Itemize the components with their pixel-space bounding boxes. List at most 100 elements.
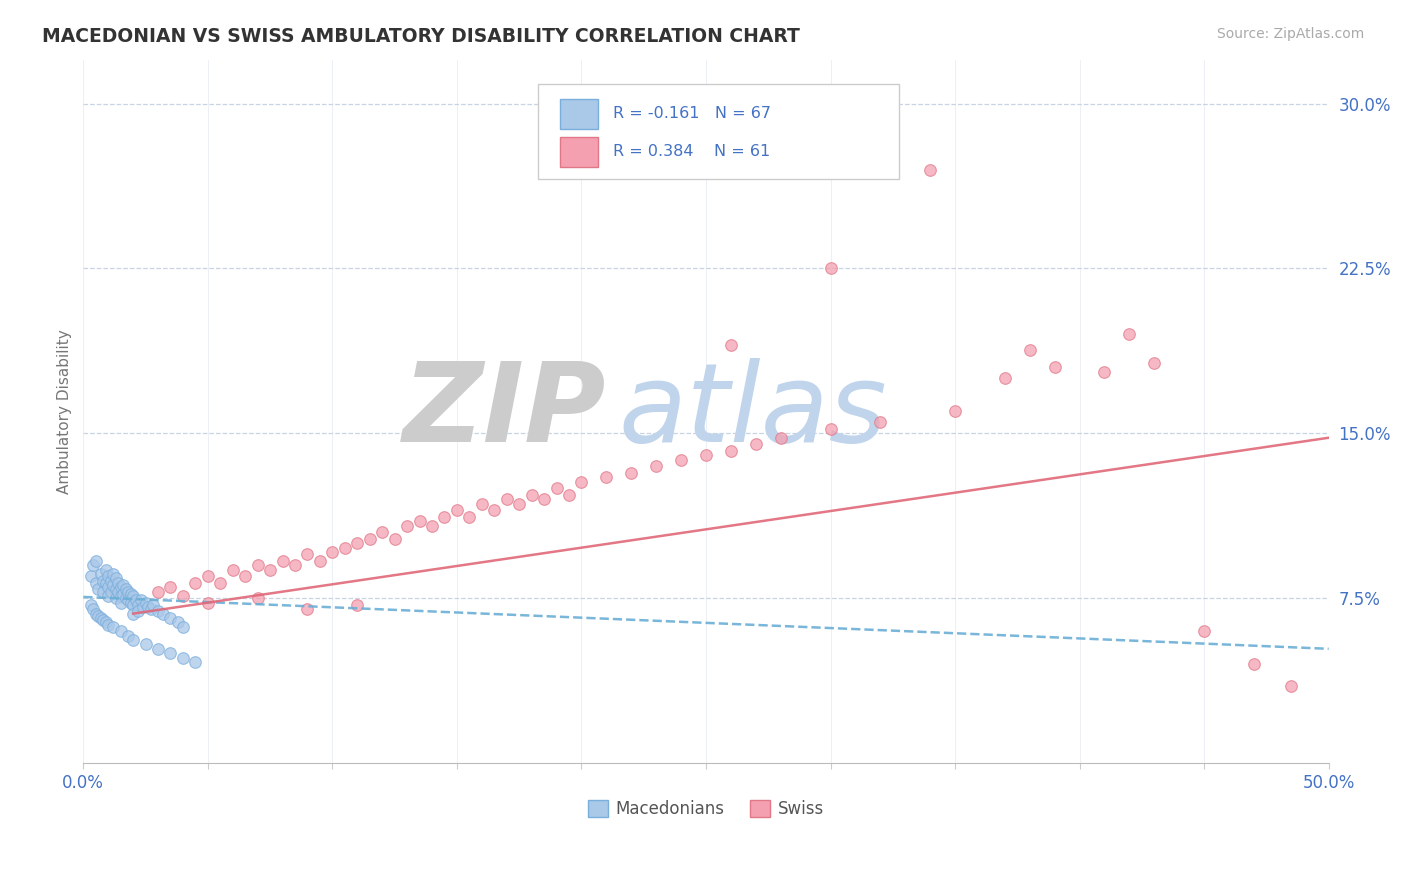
Point	[571, 475, 593, 489]
Text: atlas: atlas	[619, 358, 887, 465]
Point	[297, 547, 319, 561]
Point	[97, 569, 120, 583]
Point	[222, 563, 245, 577]
Point	[184, 655, 207, 669]
Point	[645, 459, 668, 474]
Bar	[560, 137, 598, 167]
Point	[546, 481, 568, 495]
Text: R = -0.161   N = 67: R = -0.161 N = 67	[613, 106, 770, 121]
Point	[97, 617, 120, 632]
Point	[869, 415, 891, 429]
Point	[146, 641, 169, 656]
Point	[110, 596, 132, 610]
Point	[471, 497, 494, 511]
Point	[112, 587, 135, 601]
Point	[384, 532, 406, 546]
Point	[100, 574, 122, 588]
Point	[920, 162, 942, 177]
Point	[720, 338, 742, 352]
Point	[197, 596, 219, 610]
Point	[309, 554, 332, 568]
Point	[100, 584, 122, 599]
Point	[82, 558, 104, 573]
Legend: Macedonians, Swiss: Macedonians, Swiss	[581, 794, 831, 825]
Point	[97, 580, 120, 594]
Point	[1192, 624, 1215, 639]
Point	[152, 607, 174, 621]
Point	[80, 569, 103, 583]
Point	[167, 615, 190, 630]
Point	[720, 444, 742, 458]
Point	[94, 575, 117, 590]
Point	[139, 602, 162, 616]
Point	[297, 602, 319, 616]
Point	[90, 567, 112, 582]
Point	[159, 580, 181, 594]
Point	[508, 497, 530, 511]
Point	[84, 575, 107, 590]
Point	[1018, 343, 1040, 357]
Point	[246, 591, 269, 606]
Point	[259, 563, 281, 577]
Point	[112, 578, 135, 592]
Point	[120, 596, 142, 610]
Point	[97, 589, 120, 603]
Point	[595, 470, 617, 484]
Point	[446, 503, 468, 517]
Point	[495, 492, 517, 507]
Point	[745, 437, 768, 451]
Point	[142, 598, 165, 612]
Point	[107, 584, 129, 599]
Point	[396, 518, 419, 533]
Point	[333, 541, 356, 555]
Point	[127, 604, 149, 618]
Point	[943, 404, 966, 418]
Point	[107, 575, 129, 590]
Point	[172, 589, 194, 603]
Text: R = 0.384    N = 61: R = 0.384 N = 61	[613, 145, 770, 160]
Point	[87, 582, 110, 597]
Point	[91, 584, 114, 599]
Point	[110, 580, 132, 594]
Point	[558, 488, 581, 502]
Point	[122, 607, 145, 621]
Point	[172, 620, 194, 634]
Point	[1118, 327, 1140, 342]
Point	[129, 593, 152, 607]
Point	[359, 532, 381, 546]
Point	[114, 591, 136, 606]
Point	[94, 615, 117, 630]
Text: ZIP: ZIP	[404, 358, 606, 465]
Point	[321, 545, 343, 559]
Point	[117, 593, 139, 607]
Point	[284, 558, 307, 573]
Point	[433, 509, 456, 524]
Point	[132, 600, 155, 615]
Point	[994, 371, 1017, 385]
Point	[620, 466, 643, 480]
Point	[117, 629, 139, 643]
Point	[120, 587, 142, 601]
Point	[87, 608, 110, 623]
Point	[159, 611, 181, 625]
Point	[1243, 657, 1265, 672]
Text: MACEDONIAN VS SWISS AMBULATORY DISABILITY CORRELATION CHART: MACEDONIAN VS SWISS AMBULATORY DISABILIT…	[42, 27, 800, 45]
Point	[124, 593, 146, 607]
Point	[84, 554, 107, 568]
Point	[110, 624, 132, 639]
Point	[122, 589, 145, 603]
Point	[90, 611, 112, 625]
Point	[104, 582, 127, 597]
Point	[172, 650, 194, 665]
Point	[233, 569, 256, 583]
Point	[271, 554, 294, 568]
Point	[1094, 365, 1116, 379]
Point	[146, 604, 169, 618]
Point	[101, 578, 124, 592]
Point	[820, 261, 842, 276]
Point	[122, 633, 145, 648]
Point	[246, 558, 269, 573]
Point	[101, 620, 124, 634]
Point	[1043, 360, 1066, 375]
Point	[695, 448, 717, 462]
